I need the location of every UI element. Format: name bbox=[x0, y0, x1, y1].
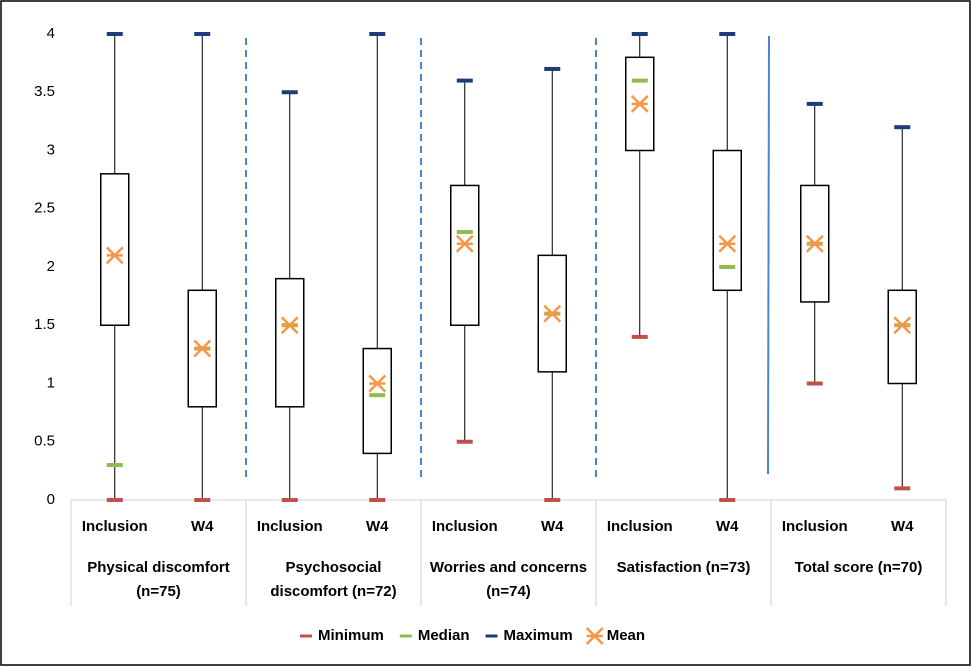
series-marker bbox=[719, 265, 736, 269]
y-tick-label: 1 bbox=[47, 374, 55, 391]
series-marker bbox=[631, 78, 648, 83]
series-marker bbox=[456, 78, 473, 83]
y-tick-label: 2 bbox=[47, 258, 55, 275]
box bbox=[450, 184, 480, 326]
series-marker bbox=[544, 66, 561, 71]
series-marker bbox=[719, 32, 736, 36]
x-tick-label: W4 bbox=[191, 518, 214, 535]
mean-marker bbox=[105, 246, 124, 265]
box bbox=[887, 289, 917, 385]
group-label: Satisfaction (n=73) bbox=[616, 559, 751, 576]
x-tick-label: W4 bbox=[541, 518, 564, 535]
series-marker bbox=[106, 32, 123, 36]
x-tick-label: Inclusion bbox=[607, 518, 673, 535]
series-marker bbox=[719, 498, 736, 502]
mean-marker bbox=[893, 316, 912, 335]
series-marker bbox=[369, 32, 386, 36]
box bbox=[625, 56, 655, 152]
series-marker bbox=[281, 90, 298, 95]
legend-label: Mean bbox=[607, 627, 645, 644]
mean-marker bbox=[718, 234, 737, 253]
mean-marker bbox=[368, 374, 387, 393]
box bbox=[712, 149, 742, 292]
mean-marker bbox=[455, 234, 474, 253]
x-tick-label: W4 bbox=[716, 518, 739, 535]
y-tick-label: 4 bbox=[47, 25, 55, 42]
mean-marker bbox=[280, 316, 299, 335]
legend-label: Median bbox=[418, 627, 470, 644]
mean-marker bbox=[543, 304, 562, 323]
group-label: Physical discomfort (n=75) bbox=[87, 559, 230, 600]
series-marker bbox=[806, 381, 823, 386]
mean-marker bbox=[193, 339, 212, 358]
box bbox=[275, 277, 305, 408]
y-tick-label: 3.5 bbox=[34, 83, 55, 100]
legend-marker bbox=[399, 634, 412, 638]
series-marker bbox=[631, 334, 648, 339]
legend-marker bbox=[300, 634, 312, 638]
series-marker bbox=[894, 125, 911, 130]
y-tick-label: 0 bbox=[47, 491, 55, 508]
x-tick-label: Inclusion bbox=[432, 518, 498, 535]
series-marker bbox=[194, 32, 211, 36]
x-tick-label: Inclusion bbox=[82, 518, 148, 535]
x-tick-label: Inclusion bbox=[782, 518, 848, 535]
group-separator bbox=[767, 35, 770, 475]
series-marker bbox=[369, 393, 386, 398]
group-label: Total score (n=70) bbox=[794, 559, 923, 576]
y-tick-label: 3 bbox=[47, 141, 55, 158]
mean-marker bbox=[805, 234, 824, 253]
x-tick-label: W4 bbox=[891, 518, 914, 535]
series-marker bbox=[281, 498, 298, 502]
mean-marker bbox=[630, 95, 649, 113]
x-tick-label: Inclusion bbox=[257, 518, 323, 535]
legend-marker bbox=[585, 627, 604, 645]
series-marker bbox=[806, 101, 823, 106]
box bbox=[100, 173, 130, 326]
series-marker bbox=[194, 498, 211, 502]
x-tick-label: W4 bbox=[366, 518, 389, 535]
legend-label: Minimum bbox=[318, 627, 384, 644]
series-marker bbox=[544, 498, 561, 502]
series-marker bbox=[894, 486, 911, 491]
series-marker bbox=[456, 439, 473, 444]
group-label: Worries and concerns (n=74) bbox=[429, 559, 588, 600]
y-tick-label: 0.5 bbox=[34, 433, 55, 450]
legend-marker bbox=[485, 634, 498, 638]
series-marker bbox=[456, 230, 473, 235]
group-label: Psychosocial discomfort (n=72) bbox=[270, 559, 397, 600]
series-marker bbox=[106, 463, 123, 468]
y-tick-label: 2.5 bbox=[34, 200, 55, 217]
series-marker bbox=[106, 498, 123, 502]
series-marker bbox=[369, 498, 386, 502]
y-tick-label: 1.5 bbox=[34, 316, 55, 333]
legend-label: Maximum bbox=[504, 627, 573, 644]
box bbox=[362, 347, 392, 455]
series-marker bbox=[631, 32, 648, 36]
